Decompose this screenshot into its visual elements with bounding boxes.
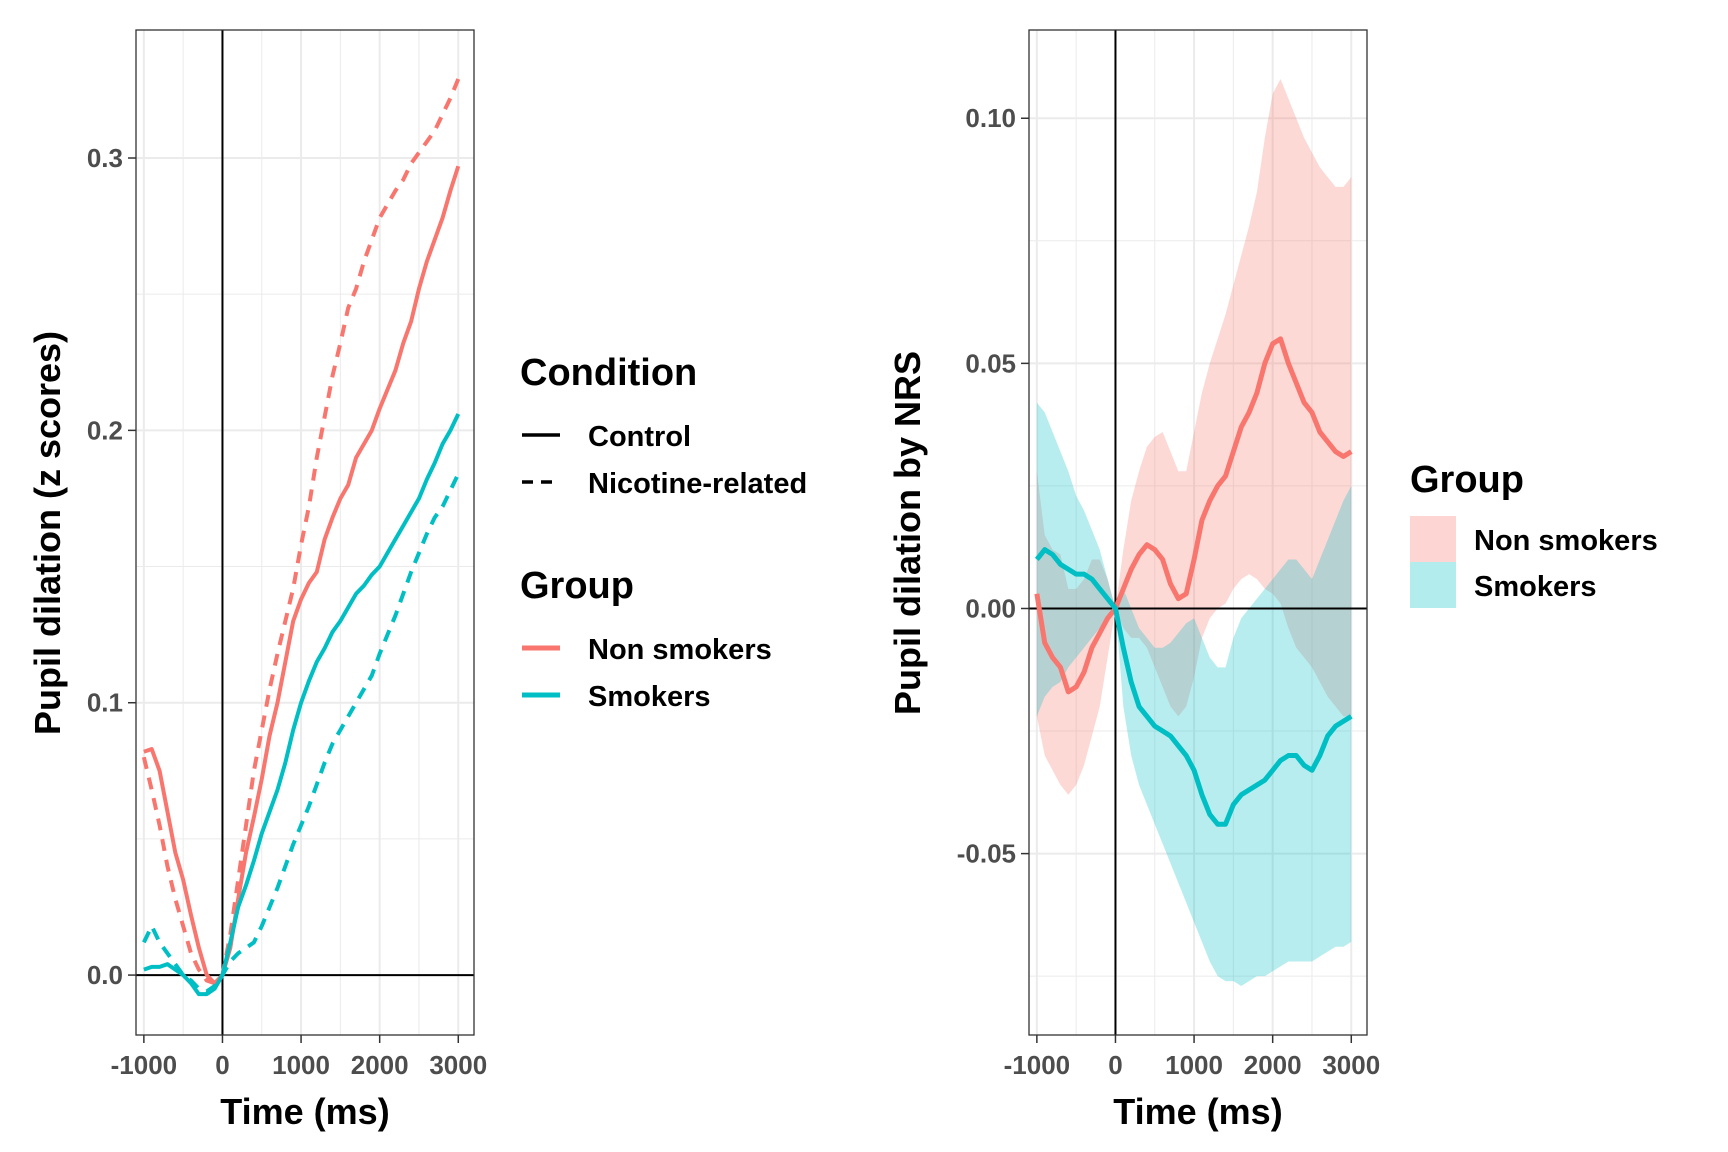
smokers-nicotine-line (142, 473, 461, 994)
right-chart: -1000 0 1000 2000 3000 -0.05 0.00 0.05 0.10 Time… (887, 29, 1380, 1132)
left-x-tick-label: 3000 (429, 1050, 487, 1080)
right-series (1034, 336, 1353, 827)
left-x-tick-label: -1000 (111, 1050, 178, 1080)
left-chart: -1000 0 1000 2000 3000 0.0 0.1 0.2 0.3 Time (ms)… (27, 29, 487, 1132)
legend-smokers-fill-key (1410, 562, 1456, 608)
non-smokers-ci-ribbon (1036, 79, 1352, 795)
right-y-tick-label: 0.00 (965, 593, 1016, 623)
right-ci-ribbons (1036, 79, 1352, 986)
left-y-tick-label: 0.0 (87, 960, 123, 990)
left-x-tick-label: 2000 (351, 1050, 409, 1080)
smokers-ci-ribbon (1036, 402, 1352, 986)
non-smokers-line (1034, 336, 1353, 695)
left-x-tick-label: 0 (215, 1050, 229, 1080)
left-y-tick-label: 0.3 (87, 143, 123, 173)
left-legend: Condition Control Nicotine-related Group… (520, 352, 807, 713)
left-y-tick-label: 0.2 (87, 415, 123, 445)
non-smokers-control-line (143, 165, 461, 986)
left-axis-ticks: -1000 0 1000 2000 3000 0.0 0.1 0.2 0.3 (87, 143, 487, 1080)
left-y-tick-label: 0.1 (87, 688, 123, 718)
legend-condition-title: Condition (520, 352, 697, 394)
left-y-axis-title: Pupil dilation (z scores) (27, 331, 68, 735)
legend-non-smokers-fill-key (1410, 516, 1456, 562)
non-smokers-nicotine-line (141, 78, 461, 986)
smokers-control-line (143, 413, 461, 997)
right-x-tick-label: 1000 (1165, 1050, 1223, 1080)
right-x-tick-label: 3000 (1322, 1050, 1380, 1080)
right-panel-border (1028, 29, 1368, 1036)
right-y-tick-label: 0.05 (965, 348, 1016, 378)
legend-non-smokers-label-right: Non smokers (1474, 525, 1658, 557)
right-legend: Group Non smokers Smokers (1410, 459, 1658, 608)
smokers-line (1034, 547, 1353, 827)
left-x-axis-title: Time (ms) (220, 1091, 389, 1132)
left-panel-border (135, 29, 475, 1036)
legend-nicotine-label: Nicotine-related (588, 468, 807, 500)
legend-non-smokers-label: Non smokers (588, 634, 772, 666)
legend-group-title: Group (520, 565, 634, 607)
right-reference-lines (1029, 30, 1367, 1035)
left-x-tick-label: 1000 (272, 1050, 330, 1080)
legend-smokers-label: Smokers (588, 681, 711, 713)
right-x-tick-label: 2000 (1244, 1050, 1302, 1080)
right-x-tick-label: -1000 (1004, 1050, 1071, 1080)
legend-group-title-right: Group (1410, 459, 1524, 501)
right-x-tick-label: 0 (1108, 1050, 1122, 1080)
right-y-tick-label: -0.05 (957, 839, 1016, 869)
left-series (141, 78, 461, 997)
legend-smokers-label-right: Smokers (1474, 571, 1597, 603)
right-axis-ticks: -1000 0 1000 2000 3000 -0.05 0.00 0.05 0.10 (957, 103, 1380, 1080)
legend-control-label: Control (588, 421, 691, 453)
right-y-tick-label: 0.10 (965, 103, 1016, 133)
right-x-axis-title: Time (ms) (1113, 1091, 1282, 1132)
right-y-axis-title: Pupil dilation by NRS (887, 351, 928, 715)
left-reference-lines (136, 30, 474, 1035)
